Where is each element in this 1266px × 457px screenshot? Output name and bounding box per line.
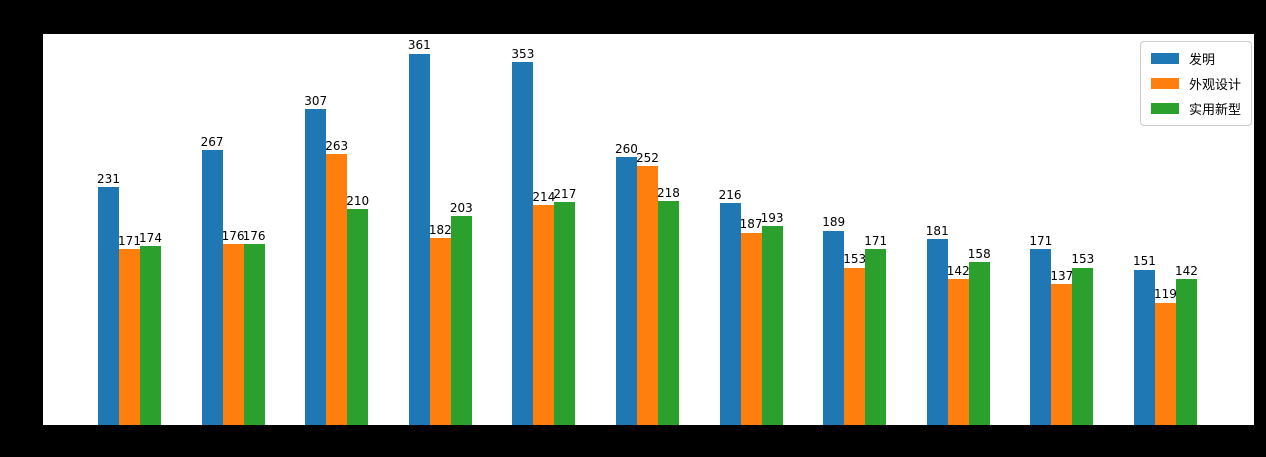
bar: 182 xyxy=(429,223,452,425)
bar: 176 xyxy=(222,229,245,425)
bar-value-label: 214 xyxy=(532,189,556,204)
bar-group: 307 263 210 xyxy=(304,34,369,425)
bar: 231 xyxy=(97,172,120,425)
bar-value-label: 231 xyxy=(97,172,120,187)
bar: 263 xyxy=(325,140,348,425)
legend-label: 发明 xyxy=(1188,53,1215,68)
bar: 158 xyxy=(968,248,991,425)
bar-value-label: 193 xyxy=(760,211,784,226)
bar-value-label: 153 xyxy=(1071,252,1095,267)
plot-area: 231 171 174 267 176 176 307 263 210 361 182 203 353 2… xyxy=(42,33,1255,426)
bar-value-label: 176 xyxy=(221,228,245,243)
bar: 171 xyxy=(864,234,887,425)
bar-value-label: 263 xyxy=(325,139,349,154)
bar-group: 267 176 176 xyxy=(201,34,266,425)
bar-value-label: 189 xyxy=(822,215,846,230)
bar-value-label: 158 xyxy=(967,247,991,262)
bar: 153 xyxy=(843,253,866,425)
bar-value-label: 182 xyxy=(428,222,452,237)
bar-value-label: 181 xyxy=(925,223,949,238)
bar-group: 151 119 142 xyxy=(1133,34,1198,425)
legend-swatch-icon xyxy=(1150,103,1179,114)
legend-swatch-icon xyxy=(1150,53,1179,64)
bar-group: 216 187 193 xyxy=(719,34,784,425)
bar-group: 171 137 153 xyxy=(1029,34,1094,425)
bar-value-label: 210 xyxy=(346,193,370,208)
bar-value-label: 137 xyxy=(1050,268,1074,283)
bar: 307 xyxy=(304,94,327,425)
bar: 187 xyxy=(740,218,763,425)
bar: 361 xyxy=(408,39,431,425)
bar-value-label: 217 xyxy=(553,186,577,201)
bar-group: 181 142 158 xyxy=(926,34,991,425)
bar-value-label: 216 xyxy=(718,187,742,202)
bar-value-label: 260 xyxy=(615,142,638,157)
legend-item-series-0: 发明 xyxy=(1150,49,1241,68)
bar-value-label: 203 xyxy=(449,200,473,215)
bar-value-label: 142 xyxy=(946,263,970,278)
bar: 267 xyxy=(201,135,224,425)
bar-group: 361 182 203 xyxy=(408,34,473,425)
legend-label: 外观设计 xyxy=(1188,78,1241,93)
bar-value-label: 171 xyxy=(864,233,888,248)
bar-value-label: 142 xyxy=(1174,263,1198,278)
bar: 142 xyxy=(1175,264,1198,425)
bar-value-label: 361 xyxy=(407,38,431,53)
legend-swatch-icon xyxy=(1150,78,1179,89)
bar-group: 260 252 218 xyxy=(615,34,680,425)
bar-value-label: 119 xyxy=(1153,287,1177,302)
bar: 181 xyxy=(926,224,949,425)
bar: 217 xyxy=(553,187,576,425)
bar-value-label: 267 xyxy=(200,135,224,150)
bar: 153 xyxy=(1071,253,1094,425)
legend-item-series-1: 外观设计 xyxy=(1150,74,1241,93)
bar: 260 xyxy=(615,143,638,425)
legend-label: 实用新型 xyxy=(1188,103,1241,118)
bar: 252 xyxy=(636,151,659,425)
bar-groups: 231 171 174 267 176 176 307 263 210 361 182 203 353 2… xyxy=(43,34,1254,425)
bar: 137 xyxy=(1050,269,1073,425)
bar-value-label: 353 xyxy=(511,46,535,61)
legend-item-series-2: 实用新型 xyxy=(1150,99,1241,118)
bar-value-label: 153 xyxy=(843,252,867,267)
bar: 210 xyxy=(346,194,369,425)
bar: 189 xyxy=(822,216,845,425)
bar: 174 xyxy=(139,231,162,425)
bar-group: 231 171 174 xyxy=(97,34,162,425)
bar: 193 xyxy=(761,212,784,425)
bar-value-label: 171 xyxy=(1029,233,1053,248)
bar-value-label: 307 xyxy=(304,93,328,108)
bar-value-label: 176 xyxy=(242,228,266,243)
bar: 142 xyxy=(947,264,970,425)
bar: 171 xyxy=(118,234,141,425)
bar: 214 xyxy=(532,190,555,425)
bar: 216 xyxy=(719,188,742,425)
bar-value-label: 252 xyxy=(636,150,659,165)
bar: 353 xyxy=(511,47,534,425)
bar: 151 xyxy=(1133,255,1156,425)
bar-value-label: 218 xyxy=(657,185,680,200)
bar: 171 xyxy=(1029,234,1052,425)
bar: 119 xyxy=(1154,288,1177,425)
bar: 176 xyxy=(243,229,266,425)
bar: 218 xyxy=(657,186,680,425)
bar-value-label: 171 xyxy=(118,233,141,248)
legend: 发明 外观设计 实用新型 xyxy=(1139,41,1252,126)
bar-value-label: 151 xyxy=(1132,254,1156,269)
bar-group: 189 153 171 xyxy=(822,34,887,425)
bar-group: 353 214 217 xyxy=(511,34,576,425)
bar-value-label: 187 xyxy=(739,217,763,232)
bar-value-label: 174 xyxy=(139,230,162,245)
bar: 203 xyxy=(450,201,473,425)
